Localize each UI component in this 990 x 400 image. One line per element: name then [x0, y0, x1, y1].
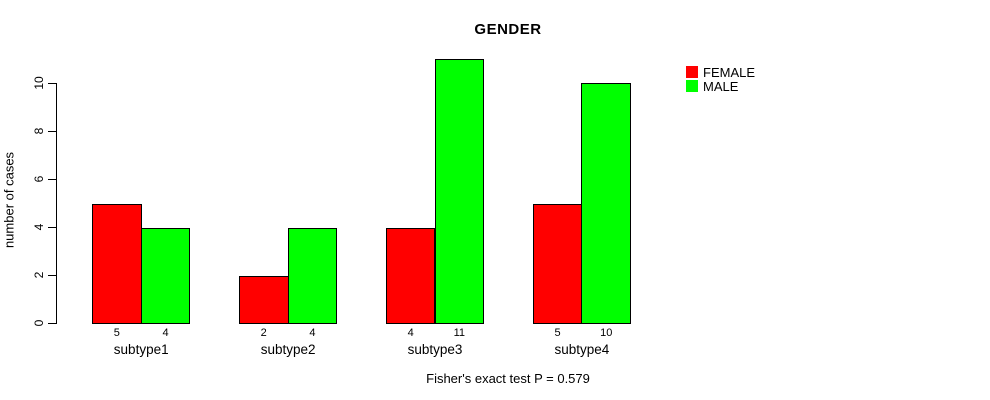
- legend-item-female: FEMALE: [686, 64, 756, 80]
- y-tick: [48, 131, 56, 132]
- bar-female-subtype4: [532, 204, 583, 324]
- y-tick-label: 10: [32, 76, 46, 90]
- bar-value-label: 5: [554, 327, 561, 339]
- bar-value-label: 2: [260, 327, 267, 339]
- bar-value-label: 11: [453, 327, 466, 339]
- legend: FEMALE MALE: [686, 64, 756, 94]
- chart-title: GENDER: [474, 21, 542, 38]
- bar-value-label: 5: [113, 327, 120, 339]
- bar-female-subtype2: [238, 276, 289, 324]
- legend-swatch-male: [686, 80, 698, 92]
- y-axis-label: number of cases: [1, 151, 17, 249]
- y-tick: [48, 227, 56, 228]
- bar-male-subtype4: [581, 83, 632, 324]
- y-tick-label: 0: [32, 319, 46, 327]
- category-label-subtype3: subtype3: [407, 342, 463, 357]
- y-tick: [48, 323, 56, 324]
- y-tick: [48, 179, 56, 180]
- y-tick-label: 6: [32, 175, 46, 183]
- bar-value-label: 4: [162, 327, 169, 339]
- fisher-test-annotation: Fisher's exact test P = 0.579: [426, 371, 590, 386]
- y-tick-label: 8: [32, 127, 46, 135]
- legend-label-male: MALE: [703, 78, 739, 94]
- bar-male-subtype3: [434, 59, 485, 324]
- bar-male-subtype1: [140, 228, 191, 324]
- category-label-subtype2: subtype2: [260, 342, 316, 357]
- category-label-subtype1: subtype1: [113, 342, 169, 357]
- y-axis-line: [56, 83, 57, 324]
- y-tick-label: 4: [32, 223, 46, 231]
- bar-value-label: 4: [309, 327, 316, 339]
- legend-label-female: FEMALE: [703, 64, 756, 80]
- y-tick: [48, 83, 56, 84]
- y-tick: [48, 275, 56, 276]
- bar-female-subtype3: [385, 228, 436, 324]
- legend-swatch-female: [686, 66, 698, 78]
- bar-male-subtype2: [287, 228, 338, 324]
- category-label-subtype4: subtype4: [554, 342, 610, 357]
- bar-value-label: 4: [407, 327, 414, 339]
- bar-female-subtype1: [92, 204, 142, 324]
- bar-value-label: 10: [600, 327, 613, 339]
- y-tick-label: 2: [32, 271, 46, 279]
- legend-item-male: MALE: [686, 78, 755, 94]
